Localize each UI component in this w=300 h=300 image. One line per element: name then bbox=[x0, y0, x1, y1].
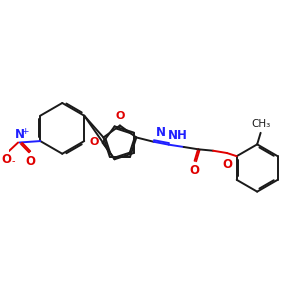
Text: NH: NH bbox=[168, 129, 188, 142]
Text: O: O bbox=[223, 158, 232, 171]
Text: O: O bbox=[115, 112, 124, 122]
Text: N: N bbox=[156, 126, 166, 139]
Text: CH₃: CH₃ bbox=[251, 119, 270, 129]
Text: +: + bbox=[21, 127, 28, 136]
Text: N: N bbox=[14, 128, 25, 141]
Text: -: - bbox=[12, 156, 15, 166]
Text: O: O bbox=[2, 154, 12, 166]
Text: O: O bbox=[190, 164, 200, 177]
Text: O: O bbox=[89, 137, 99, 147]
Text: O: O bbox=[26, 154, 35, 168]
